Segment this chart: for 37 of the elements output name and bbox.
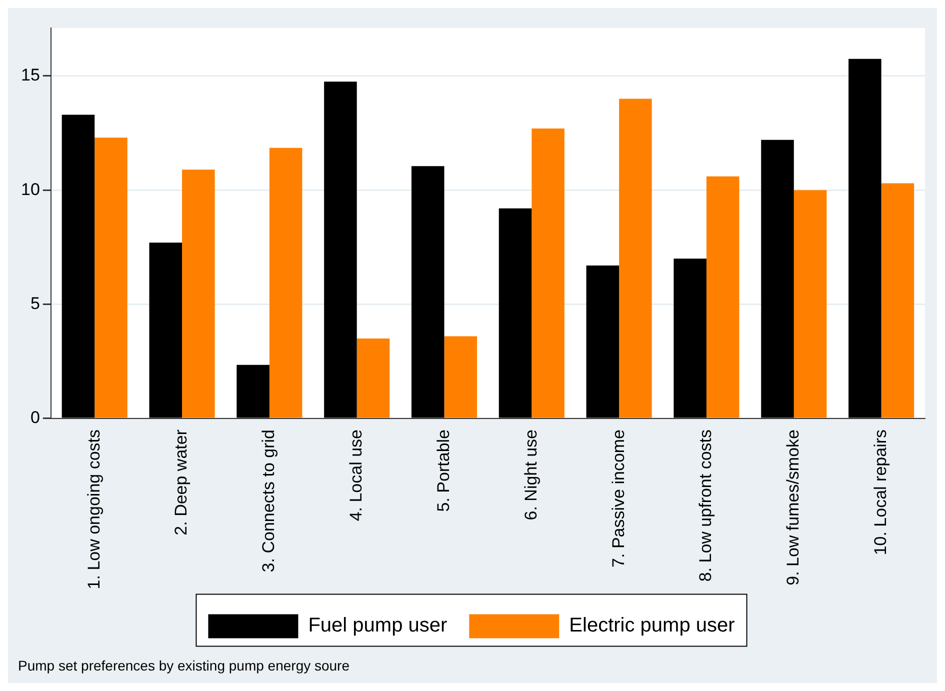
x-tick-label: 2. Deep water [172,429,191,536]
x-tick-label: 8. Low upfront costs [696,429,716,582]
legend-label: Fuel pump user [308,614,448,637]
bar [586,265,620,418]
bar [761,140,794,418]
bar [619,98,652,418]
bar [269,148,302,418]
x-tick-label: 4. Local use [346,429,366,522]
legend-label: Electric pump user [569,614,736,637]
bar [94,138,128,418]
bar [411,166,444,418]
bar [444,336,478,418]
x-tick-label: 3. Connects to grid [259,429,278,572]
bar [62,114,95,418]
bar [881,183,914,418]
y-tick-label: 0 [30,408,40,428]
bar [848,58,882,418]
bar [356,338,390,418]
y-tick-label: 5 [30,294,40,313]
bar [324,82,357,418]
x-tick-label: 7. Passive income [608,429,628,568]
x-tick-label: 1. Low ongoing costs [84,429,104,590]
x-tick-label: 6. Night use [521,429,540,520]
bar [182,170,215,418]
x-tick-label: 10. Local repairs [870,429,890,556]
bar [236,364,270,418]
bar [674,258,706,418]
bar [532,128,564,418]
y-tick-label: 10 [20,180,40,199]
x-tick-label: 5. Portable [434,429,453,512]
bar [794,190,827,418]
bar [149,242,182,418]
bar [706,176,740,418]
bar [498,208,532,418]
text: Pump set preferences by existing pump energy soure [18,657,350,674]
x-tick-label: 9. Low fumes/smoke [784,429,803,586]
y-tick-label: 15 [20,66,40,85]
